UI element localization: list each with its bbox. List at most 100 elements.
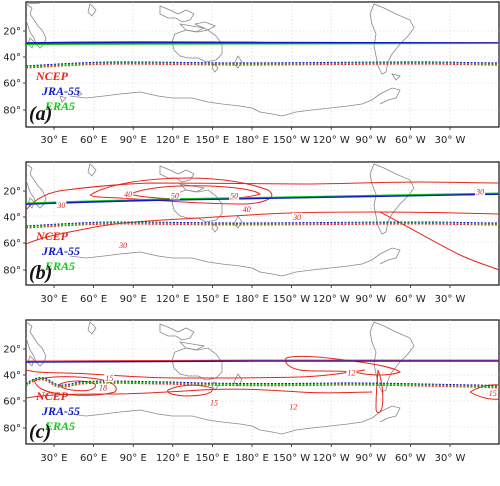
contour-label-bg (123, 190, 134, 199)
legend-jra55: JRA-55 (41, 84, 80, 98)
contour-label-bg (346, 368, 357, 377)
lon-tick-label: 30° W (435, 135, 466, 146)
lon-tick-label: 60° W (395, 453, 426, 464)
contour-label: 15 (489, 389, 497, 398)
lat-tick-label: 40° (3, 371, 21, 382)
panel-a-legend: NCEP JRA-55 ERA5 (35, 69, 80, 113)
contour-label: 50 (230, 191, 238, 200)
lon-tick-label: 60° W (395, 294, 426, 305)
contour-label: 18 (99, 384, 107, 393)
lon-tick-label: 90° W (355, 453, 386, 464)
lon-tick-label: 90° W (355, 294, 386, 305)
lon-tick-label: 180° E (235, 135, 269, 146)
contour-label-bg (241, 204, 252, 213)
contour-label: 15 (210, 398, 218, 407)
lat-tick-label: 60° (3, 239, 21, 250)
legend-era5: ERA5 (44, 259, 75, 273)
lon-tick-label: 120° W (313, 294, 350, 305)
contour-label-bg (292, 212, 303, 221)
lon-tick-label: 120° E (156, 453, 190, 464)
lon-tick-label: 180° E (235, 453, 269, 464)
contour-label-bg (97, 383, 108, 392)
legend-jra55: JRA-55 (41, 244, 80, 258)
panel-a: 20° 40° 60° 80° 30° E 60° E 90° E 120° E 150° E… (3, 1, 500, 146)
lat-tick-label: 80° (3, 266, 21, 277)
panel-b-label: (b) (29, 262, 52, 284)
panel-c-boundaries (26, 359, 499, 389)
contour-label: 12 (289, 402, 297, 411)
lat-tick-label: 80° (3, 424, 21, 435)
panel-c-legend: NCEP JRA-55 ERA5 (35, 389, 80, 433)
contour-label: 12 (347, 369, 355, 378)
contour-label: 40 (243, 205, 251, 214)
panel-c-lat-ticks: 20° 40° 60° 80° (3, 345, 26, 435)
panel-a-coastlines (26, 2, 415, 117)
panel-a-label: (a) (29, 103, 52, 125)
lat-tick-label: 40° (3, 53, 21, 64)
lon-tick-label: 150° W (273, 135, 310, 146)
legend-ncep: NCEP (35, 229, 69, 243)
panel-b-lat-ticks: 20° 40° 60° 80° (3, 187, 26, 277)
lon-tick-label: 150° E (196, 135, 230, 146)
lon-tick-label: 150° E (196, 294, 230, 305)
contour-label: 30 (56, 201, 65, 210)
lon-tick-label: 90° W (355, 135, 386, 146)
lon-tick-label: 90° E (120, 135, 147, 146)
lat-tick-label: 20° (3, 345, 21, 356)
contour-label: 50 (171, 191, 179, 200)
legend-era5: ERA5 (44, 99, 75, 113)
lon-tick-label: 150° W (273, 453, 310, 464)
lon-tick-label: 120° E (156, 135, 190, 146)
lon-tick-label: 30° E (40, 453, 67, 464)
panel-b-coastlines (26, 163, 415, 277)
contour-label: 40 (124, 190, 132, 199)
contour-label-bg (104, 374, 115, 383)
panel-a-lat-ticks: 20° 40° 60° 80° (3, 27, 26, 117)
lon-tick-label: 30° W (435, 294, 466, 305)
lat-tick-label: 40° (3, 213, 21, 224)
legend-jra55: JRA-55 (41, 404, 80, 418)
lon-tick-label: 120° W (313, 453, 350, 464)
lon-tick-label: 150° E (196, 453, 230, 464)
lon-tick-label: 120° W (313, 135, 350, 146)
contour-label-bg (288, 402, 299, 411)
lon-tick-label: 90° E (120, 294, 147, 305)
contour-label-bg (475, 187, 486, 196)
contour-label: 15 (105, 374, 113, 383)
contour-label-bg (208, 398, 219, 407)
contour-label-bg (229, 191, 240, 200)
lon-tick-label: 60° E (80, 135, 107, 146)
panel-b: 30 40 50 50 40 30 30 30 20° 40° 60° 80° 30° E 60° E… (3, 161, 500, 305)
lon-tick-label: 60° E (80, 453, 107, 464)
contour-label: 30 (118, 241, 127, 250)
lat-tick-label: 60° (3, 79, 21, 90)
lat-tick-label: 20° (3, 187, 21, 198)
lon-tick-label: 30° E (40, 135, 67, 146)
lon-tick-label: 180° E (235, 294, 269, 305)
legend-era5: ERA5 (44, 419, 75, 433)
contour-label-bg (487, 388, 498, 397)
lon-tick-label: 120° E (156, 294, 190, 305)
contour-label: 30 (292, 213, 301, 222)
panel-b-boundaries (26, 192, 499, 229)
lon-tick-label: 60° W (395, 135, 426, 146)
lon-tick-label: 90° E (120, 453, 147, 464)
panel-a-boundaries (26, 41, 499, 69)
lon-tick-label: 60° E (80, 294, 107, 305)
panel-b-contour-labels: 30 40 50 50 40 30 30 30 (56, 187, 486, 250)
lat-tick-label: 80° (3, 106, 21, 117)
legend-ncep: NCEP (35, 69, 69, 83)
contour-label-bg (118, 241, 129, 250)
contour-label-bg (169, 191, 180, 200)
lat-tick-label: 60° (3, 397, 21, 408)
lat-tick-label: 20° (3, 27, 21, 38)
panel-c-label: (c) (29, 421, 51, 443)
legend-ncep: NCEP (35, 389, 69, 403)
panel-b-legend: NCEP JRA-55 ERA5 (35, 229, 80, 273)
